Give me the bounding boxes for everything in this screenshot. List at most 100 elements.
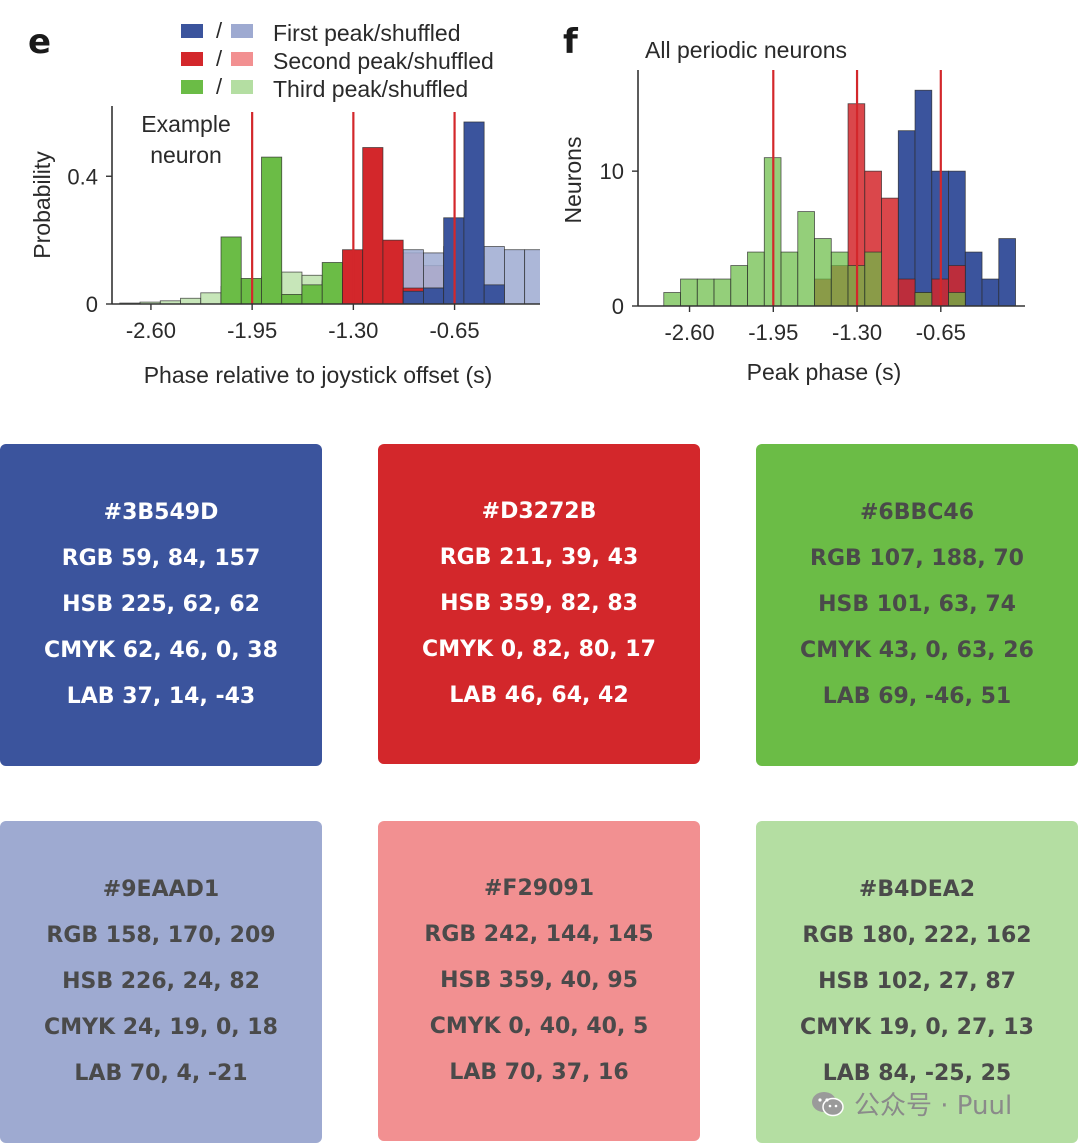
x-tick-label: -1.30 xyxy=(328,318,378,343)
swatch-hex: #3B549D xyxy=(103,500,219,525)
bar xyxy=(964,251,983,307)
legend-separator: / xyxy=(216,74,223,99)
legend-swatch xyxy=(181,24,203,38)
swatch-hsb: HSB 359, 82, 83 xyxy=(440,591,638,616)
bar xyxy=(864,251,882,307)
bar xyxy=(981,278,1000,307)
y-axis-label: Neurons xyxy=(560,137,586,224)
swatch-hsb: HSB 359, 40, 95 xyxy=(440,968,638,993)
chart-e: -2.60 -1.95 -1.30 -0.65 0 0.4 Phase relative t… xyxy=(29,18,540,388)
swatch-cmyk: CMYK 0, 40, 40, 5 xyxy=(429,1014,649,1039)
x-tick-label: -0.65 xyxy=(429,318,479,343)
y-tick-label: 0.4 xyxy=(67,164,98,189)
swatch-cmyk: CMYK 62, 46, 0, 38 xyxy=(44,638,278,663)
annotation-line: neuron xyxy=(150,142,222,168)
bar xyxy=(747,251,765,307)
bar xyxy=(200,292,222,305)
bar xyxy=(998,238,1016,307)
bar xyxy=(301,284,323,305)
bar xyxy=(382,239,404,305)
bar xyxy=(402,290,424,305)
swatch-hex: #9EAAD1 xyxy=(102,877,220,902)
x-tick-label: -2.60 xyxy=(126,318,176,343)
swatch-hsb: HSB 102, 27, 87 xyxy=(818,969,1016,994)
bar xyxy=(897,278,916,307)
x-axis-label: Phase relative to joystick offset (s) xyxy=(144,362,493,388)
wechat-icon xyxy=(812,1091,844,1116)
legend-swatch xyxy=(231,52,253,66)
x-tick-label: -1.95 xyxy=(748,320,798,345)
swatch-hsb: HSB 225, 62, 62 xyxy=(62,592,260,617)
bar xyxy=(914,292,933,307)
legend-label: Third peak/shuffled xyxy=(273,76,468,102)
y-tick-label: 10 xyxy=(600,159,624,184)
swatch-hex: #F29091 xyxy=(484,876,594,901)
y-axis-label: Probability xyxy=(29,151,55,259)
chart-title: All periodic neurons xyxy=(645,37,847,63)
y-tick-label: 0 xyxy=(86,292,98,317)
swatch-lab: LAB 69, -46, 51 xyxy=(822,684,1012,709)
bar xyxy=(423,287,445,305)
panel-letter-e: e xyxy=(28,22,52,62)
swatch-lab: LAB 37, 14, -43 xyxy=(66,684,256,709)
bar xyxy=(524,249,540,305)
swatch-rgb: RGB 59, 84, 157 xyxy=(61,546,261,571)
x-axis-label: Peak phase (s) xyxy=(747,359,902,385)
swatch-rgb: RGB 158, 170, 209 xyxy=(46,923,276,948)
bar xyxy=(797,211,815,307)
swatch-hsb: HSB 101, 63, 74 xyxy=(818,592,1016,617)
swatch-lab: LAB 46, 64, 42 xyxy=(449,683,629,708)
bar xyxy=(814,238,832,307)
swatch-hex: #D3272B xyxy=(481,499,597,524)
bar xyxy=(463,121,485,305)
watermark: 公众号 · Puul xyxy=(810,1085,1012,1122)
swatch-cmyk: CMYK 24, 19, 0, 18 xyxy=(44,1015,278,1040)
bar xyxy=(881,197,899,307)
bar xyxy=(680,278,698,307)
panel-letter-f: f xyxy=(563,22,578,62)
swatch-hsb: HSB 226, 24, 82 xyxy=(62,969,260,994)
watermark-text: 公众号 · Puul xyxy=(854,1091,1013,1121)
swatch-lab: LAB 84, -25, 25 xyxy=(822,1061,1012,1086)
x-tick-label: -0.65 xyxy=(916,320,966,345)
legend-separator: / xyxy=(216,46,223,71)
swatch-lab: LAB 70, 37, 16 xyxy=(449,1060,629,1085)
bar xyxy=(830,251,849,307)
legend-label: First peak/shuffled xyxy=(273,20,461,46)
bar xyxy=(261,156,283,305)
swatch-rgb: RGB 242, 144, 145 xyxy=(424,922,654,947)
y-tick-label: 0 xyxy=(612,294,624,319)
swatch-hex: #6BBC46 xyxy=(859,500,975,525)
bar xyxy=(948,292,966,307)
x-tick-label: -1.95 xyxy=(227,318,277,343)
bar xyxy=(730,265,748,307)
swatch-card: #9EAAD1 RGB 158, 170, 209 HSB 226, 24, 8… xyxy=(0,821,322,1143)
bar xyxy=(663,292,681,307)
swatch-rgb: RGB 107, 188, 70 xyxy=(810,546,1024,571)
swatch-cmyk: CMYK 43, 0, 63, 26 xyxy=(800,638,1034,663)
swatch-card: #6BBC46 RGB 107, 188, 70 HSB 101, 63, 74… xyxy=(756,444,1078,766)
legend-swatch xyxy=(181,52,203,66)
legend-separator: / xyxy=(216,18,223,43)
swatch-card: #F29091 RGB 242, 144, 145 HSB 359, 40, 9… xyxy=(378,821,700,1141)
bar xyxy=(780,251,799,307)
legend-swatch xyxy=(231,80,253,94)
x-tick-label: -1.30 xyxy=(832,320,882,345)
bar xyxy=(483,284,505,305)
bar xyxy=(180,297,202,305)
bar xyxy=(281,294,303,305)
swatch-hex: #B4DEA2 xyxy=(858,877,976,902)
legend-swatch xyxy=(181,80,203,94)
chart-f: -2.60 -1.95 -1.30 -0.65 0 10 Peak phase (s) Neu… xyxy=(560,37,1025,385)
bar xyxy=(503,249,526,305)
bar xyxy=(696,278,715,307)
bar xyxy=(713,278,732,307)
swatch-rgb: RGB 180, 222, 162 xyxy=(802,923,1032,948)
legend-swatch xyxy=(231,24,253,38)
bar xyxy=(914,89,933,307)
bar xyxy=(362,147,384,305)
legend-label: Second peak/shuffled xyxy=(273,48,494,74)
swatch-card: #B4DEA2 RGB 180, 222, 162 HSB 102, 27, 8… xyxy=(756,821,1078,1143)
x-tick-label: -2.60 xyxy=(664,320,714,345)
swatch-lab: LAB 70, 4, -21 xyxy=(74,1061,248,1086)
